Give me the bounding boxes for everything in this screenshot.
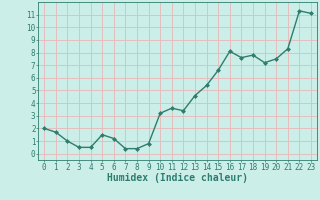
X-axis label: Humidex (Indice chaleur): Humidex (Indice chaleur) — [107, 173, 248, 183]
